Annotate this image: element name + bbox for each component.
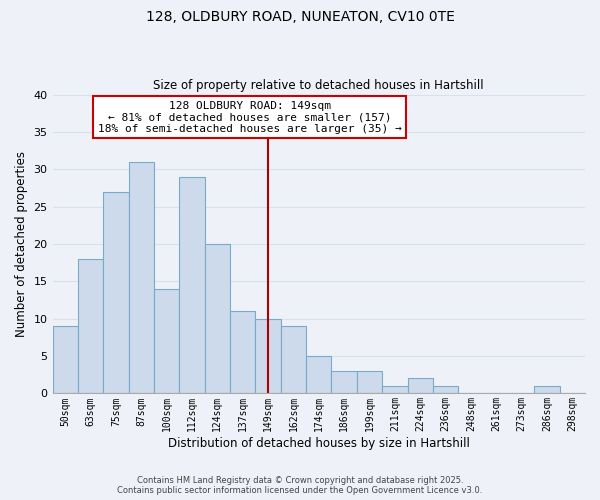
Bar xyxy=(281,326,306,394)
Bar xyxy=(256,318,281,394)
Bar xyxy=(179,176,205,394)
Bar xyxy=(78,259,103,394)
Bar xyxy=(128,162,154,394)
Bar xyxy=(534,386,560,394)
Text: 128, OLDBURY ROAD, NUNEATON, CV10 0TE: 128, OLDBURY ROAD, NUNEATON, CV10 0TE xyxy=(146,10,454,24)
Bar xyxy=(382,386,407,394)
Text: Contains HM Land Registry data © Crown copyright and database right 2025.
Contai: Contains HM Land Registry data © Crown c… xyxy=(118,476,482,495)
Bar xyxy=(53,326,78,394)
Y-axis label: Number of detached properties: Number of detached properties xyxy=(15,151,28,337)
Bar xyxy=(306,356,331,394)
Bar xyxy=(357,371,382,394)
Title: Size of property relative to detached houses in Hartshill: Size of property relative to detached ho… xyxy=(154,79,484,92)
Bar xyxy=(154,289,179,394)
Bar xyxy=(407,378,433,394)
Bar xyxy=(433,386,458,394)
Bar xyxy=(230,311,256,394)
Bar xyxy=(205,244,230,394)
Text: 128 OLDBURY ROAD: 149sqm
← 81% of detached houses are smaller (157)
18% of semi-: 128 OLDBURY ROAD: 149sqm ← 81% of detach… xyxy=(98,100,401,134)
Bar xyxy=(103,192,128,394)
X-axis label: Distribution of detached houses by size in Hartshill: Distribution of detached houses by size … xyxy=(168,437,470,450)
Bar xyxy=(331,371,357,394)
